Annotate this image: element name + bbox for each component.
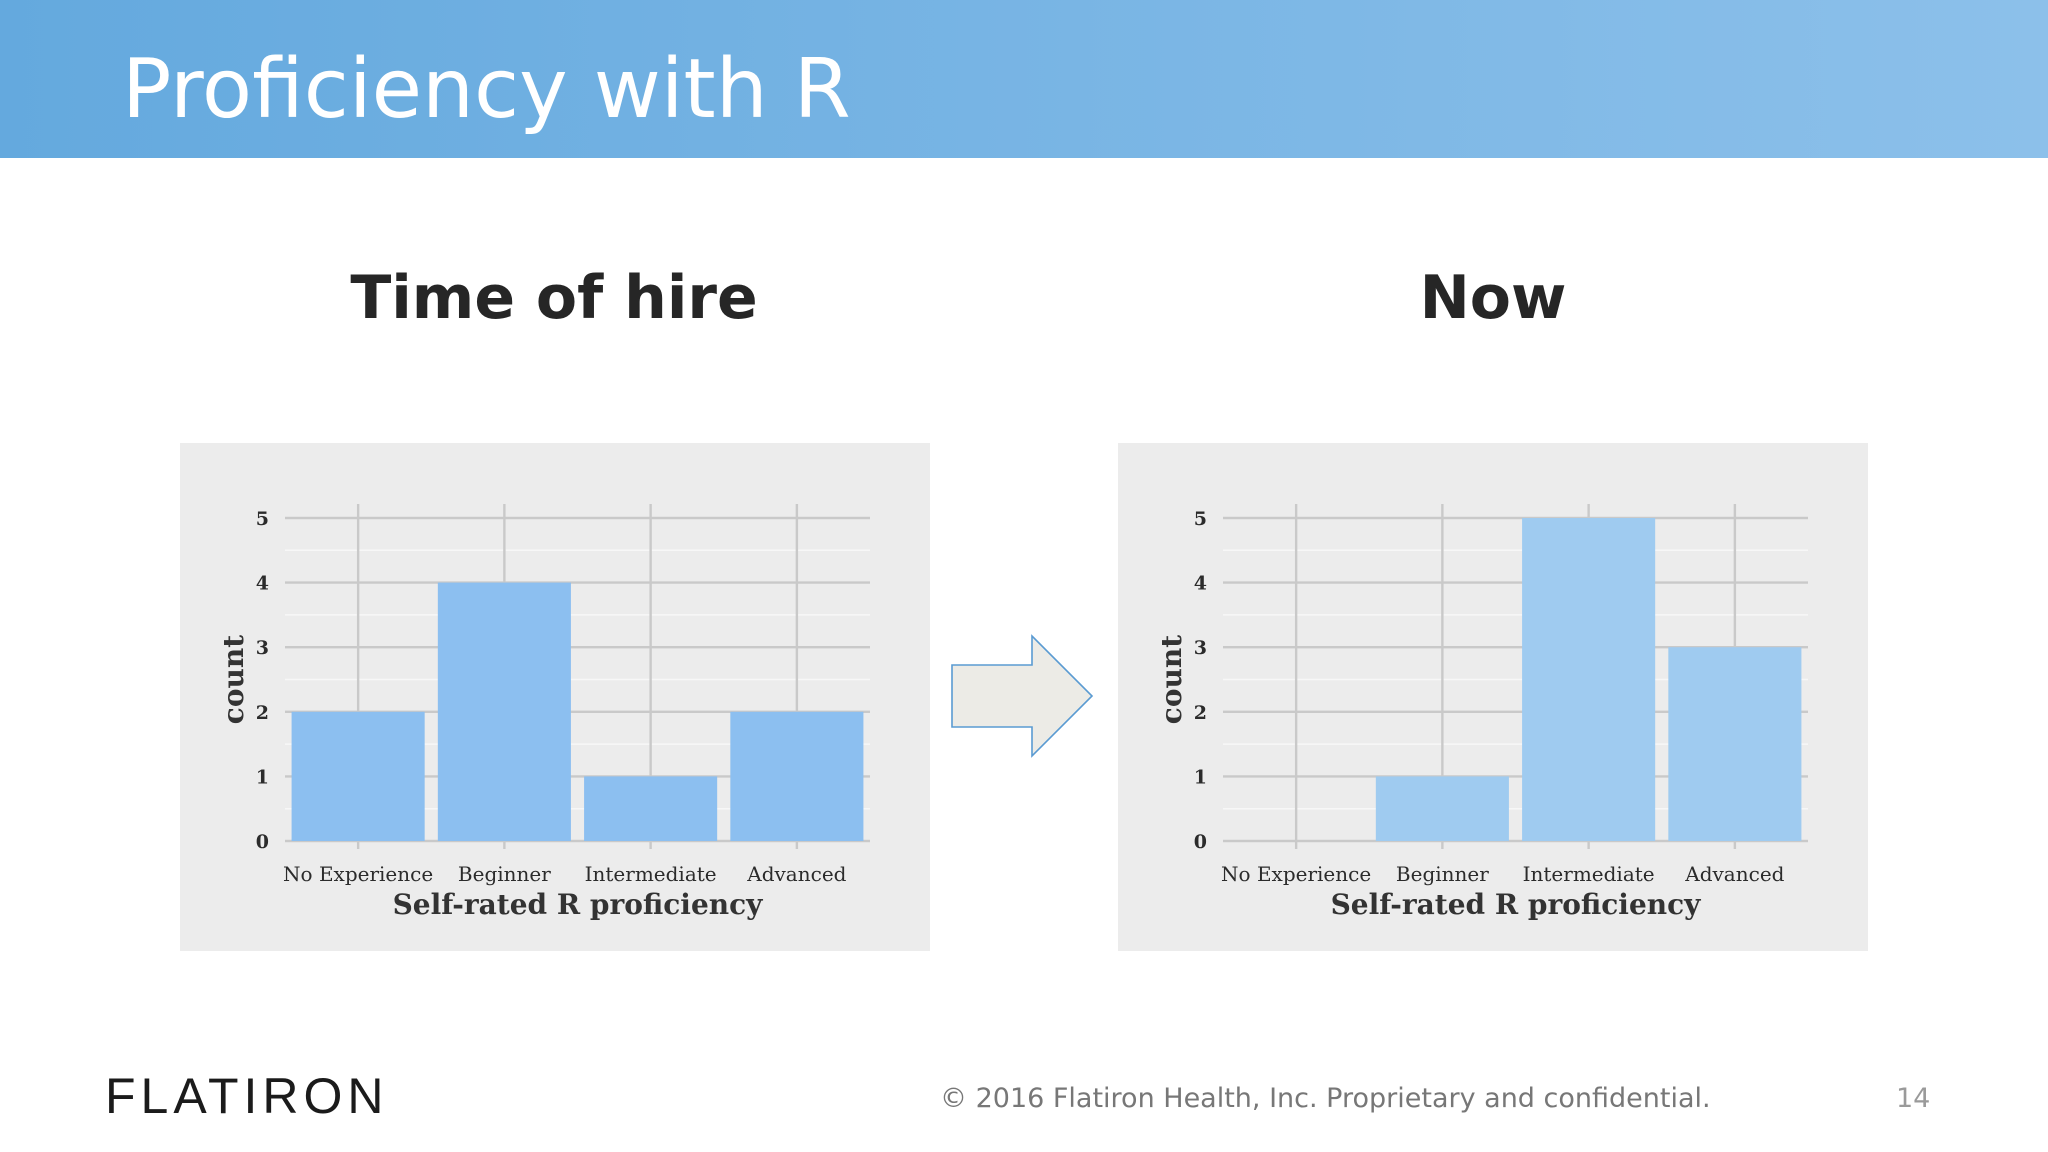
y-tick-label: 4 [1194,573,1207,595]
x-tick-label: Beginner [1396,862,1489,886]
x-tick-label: Intermediate [1523,862,1655,886]
page-number: 14 [1896,1083,1931,1114]
y-tick-label: 1 [1194,766,1207,788]
chart-time-of-hire: 0 1 2 3 4 5 No Experience Beginner Intermediate A… [180,443,930,951]
chart-now-plot: 0 1 2 3 4 5 No Experience Beginner Intermediate A… [1155,504,1808,921]
x-tick-label: Advanced [1684,862,1784,886]
y-tick-label: 3 [256,637,269,659]
flatiron-logo: FLATIRON [105,1068,389,1124]
y-tick-label: 5 [256,508,269,530]
panel-heading-now: Now [1419,263,1567,333]
chart-time-of-hire-plot: 0 1 2 3 4 5 No Experience Beginner Intermediate A… [217,504,870,921]
copyright-notice: © 2016 Flatiron Health, Inc. Proprietary… [940,1083,1711,1114]
right-arrow-shape [951,634,1094,758]
y-tick-label: 1 [256,766,269,788]
bar [730,711,864,841]
x-tick-label: Advanced [746,862,846,886]
bar [437,582,571,841]
y-tick-label: 3 [1194,637,1207,659]
x-tick-label: Beginner [458,862,551,886]
x-axis-title: Self-rated R proficiency [393,888,764,921]
y-axis-title: count [1155,635,1188,724]
x-tick-label: Intermediate [585,862,717,886]
right-arrow-icon [950,634,1096,758]
y-axis-title: count [217,635,250,724]
bar [1375,776,1509,841]
chart-now: 0 1 2 3 4 5 No Experience Beginner Intermediate A… [1118,443,1868,951]
panel-heading-time-of-hire: Time of hire [350,263,758,333]
title-banner: Proficiency with R [0,0,2048,158]
y-tick-label: 0 [1194,831,1207,853]
x-tick-label: No Experience [1221,862,1371,886]
bar [1522,518,1656,841]
bar [291,711,425,841]
y-tick-label: 5 [1194,508,1207,530]
y-tick-label: 2 [1194,702,1207,724]
y-tick-label: 2 [256,702,269,724]
y-tick-label: 0 [256,831,269,853]
bar [1668,647,1802,841]
x-tick-label: No Experience [283,862,433,886]
y-tick-label: 4 [256,573,269,595]
x-axis-title: Self-rated R proficiency [1331,888,1702,921]
bar [584,776,718,841]
slide-title: Proficiency with R [122,42,851,137]
